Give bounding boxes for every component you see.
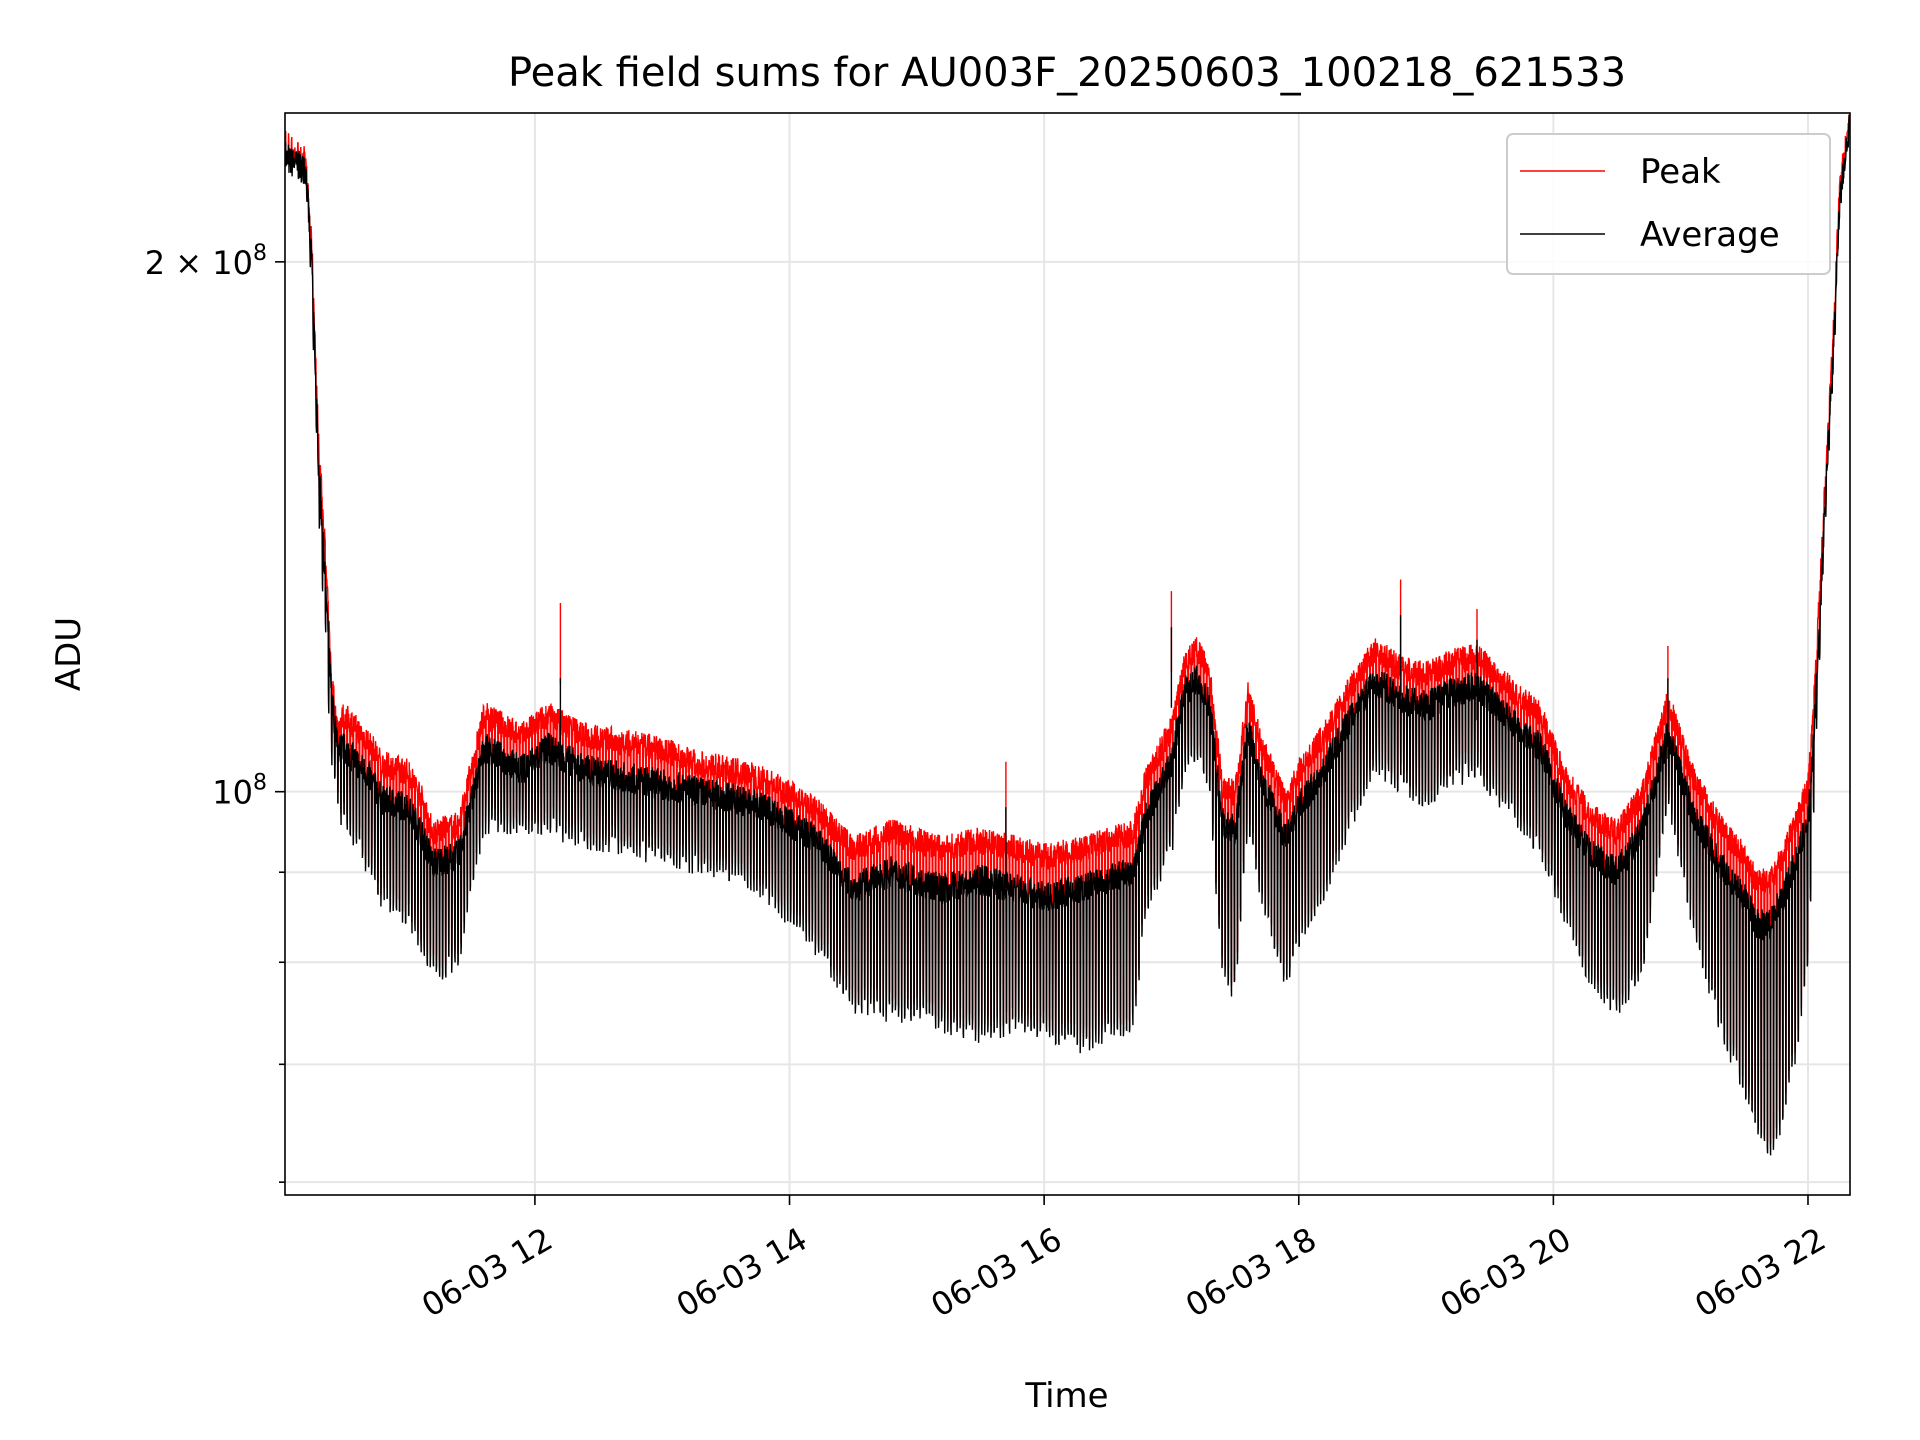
y-tick-label: 108 <box>212 771 267 812</box>
legend-label-peak: Peak <box>1640 152 1721 192</box>
x-axis-label: Time <box>1024 1376 1108 1416</box>
series-average-line <box>285 114 1850 1156</box>
legend-label-average: Average <box>1640 215 1780 255</box>
y-axis-label: ADU <box>49 617 89 691</box>
plot-frame <box>284 112 1851 1196</box>
y-tick-label: 2 × 108 <box>145 241 267 282</box>
chart-title: Peak field sums for AU003F_20250603_1002… <box>508 50 1626 96</box>
legend-box <box>1506 133 1831 275</box>
plot-data <box>285 114 1850 1156</box>
legend: Peak Average <box>1506 133 1831 275</box>
